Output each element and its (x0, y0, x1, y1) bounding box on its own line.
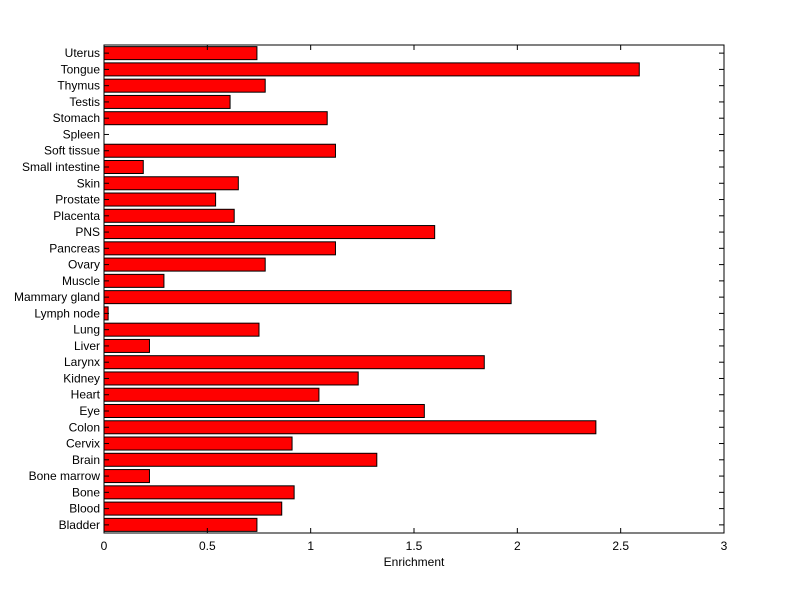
bar-larynx (103, 355, 485, 370)
bar-muscle (103, 273, 165, 288)
bar-skin (103, 176, 239, 191)
y-tick-label-muscle: Muscle (62, 274, 100, 288)
bar-colon (103, 420, 597, 435)
bar-placenta (103, 208, 235, 223)
bar-blood (103, 501, 283, 516)
y-tick-label-cervix: Cervix (66, 437, 100, 451)
y-tick-label-stomach: Stomach (53, 111, 100, 125)
y-tick-label-bone: Bone (72, 485, 100, 499)
y-tick-label-spleen: Spleen (63, 127, 100, 141)
y-tick-label-colon: Colon (69, 420, 100, 434)
x-tick-label: 2.5 (612, 539, 629, 553)
x-axis-label: Enrichment (384, 555, 445, 569)
y-tick-label-larynx: Larynx (64, 355, 100, 369)
y-tick-labels: Bladder Blood Bone Bone marrow Brain Cervix Co… (14, 46, 101, 532)
bar-ovary (103, 257, 266, 272)
y-tick-label-small-intestine: Small intestine (22, 160, 100, 174)
bar-liver (103, 338, 150, 353)
y-tick-label-heart: Heart (71, 388, 101, 402)
y-tick-label-mammary-gland: Mammary gland (14, 290, 100, 304)
x-tick-labels: 0 0.5 1 1.5 2 2.5 3 (101, 539, 728, 553)
bar-bone (103, 485, 295, 500)
x-tick-label: 1 (307, 539, 314, 553)
bar-uterus (103, 46, 258, 61)
y-tick-label-pancreas: Pancreas (49, 241, 100, 255)
y-tick-label-brain: Brain (72, 453, 100, 467)
bar-bone-marrow (103, 469, 150, 484)
y-tick-label-testis: Testis (69, 95, 100, 109)
x-tick-label: 0.5 (199, 539, 216, 553)
y-tick-label-skin: Skin (77, 176, 100, 190)
y-tick-label-soft-tissue: Soft tissue (44, 144, 100, 158)
y-tick-label-prostate: Prostate (55, 193, 100, 207)
bar-stomach (103, 111, 328, 126)
ticks-group (103, 45, 725, 533)
y-tick-label-bone-marrow: Bone marrow (29, 469, 101, 483)
y-tick-label-eye: Eye (79, 404, 100, 418)
bar-pancreas (103, 241, 336, 256)
bar-testis (103, 94, 231, 109)
bar-soft-tissue (103, 143, 336, 158)
bar-small-intestine (103, 159, 144, 175)
bar-mammary-gland (103, 290, 512, 305)
bar-prostate (103, 192, 217, 207)
bar-heart (103, 387, 320, 402)
bar-eye (103, 403, 425, 418)
y-tick-label-lung: Lung (73, 323, 100, 337)
y-tick-label-bladder: Bladder (59, 518, 100, 532)
bars-group (103, 46, 640, 532)
x-tick-label: 1.5 (406, 539, 423, 553)
bar-pns (103, 225, 436, 240)
bar-thymus (103, 78, 266, 93)
bar-tongue (103, 62, 640, 77)
bar-kidney (103, 371, 359, 386)
x-tick-label: 3 (721, 539, 728, 553)
x-tick-label: 2 (514, 539, 521, 553)
y-tick-label-tongue: Tongue (61, 62, 101, 76)
y-tick-label-liver: Liver (74, 339, 100, 353)
y-tick-label-kidney: Kidney (63, 371, 100, 385)
bar-lung (103, 322, 260, 337)
bar-cervix (103, 436, 293, 451)
y-tick-label-lymph-node: Lymph node (34, 306, 100, 320)
y-tick-label-placenta: Placenta (53, 209, 100, 223)
y-tick-label-blood: Blood (69, 502, 100, 516)
y-tick-label-pns: PNS (75, 225, 100, 239)
y-tick-label-uterus: Uterus (65, 46, 100, 60)
x-tick-label: 0 (101, 539, 108, 553)
y-tick-label-thymus: Thymus (57, 79, 100, 93)
bar-bladder (103, 517, 258, 532)
bar-brain (103, 452, 378, 467)
y-tick-label-ovary: Ovary (68, 258, 100, 272)
